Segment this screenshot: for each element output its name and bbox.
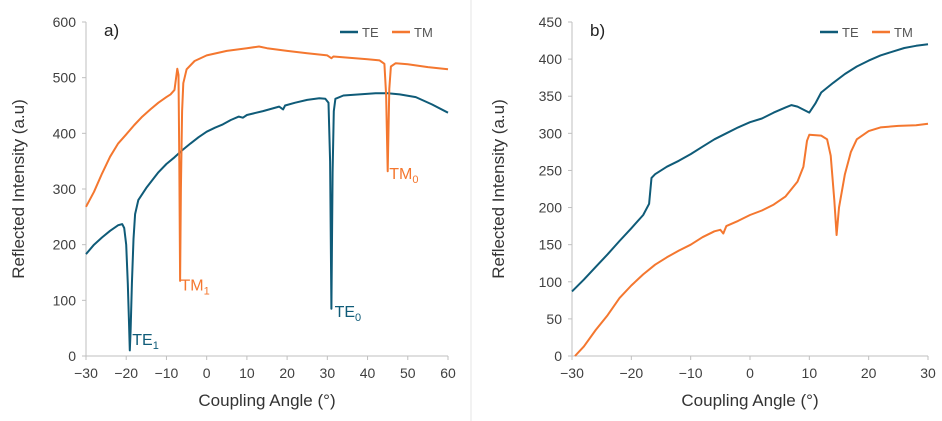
y-tick-label: 400 <box>53 125 77 141</box>
y-tick-label: 250 <box>539 162 563 178</box>
y-tick-label: 300 <box>53 181 77 197</box>
x-tick-label: −30 <box>560 365 584 381</box>
chart-panel-a: 0 100 200 300 400 500 600 −30 −20 −10 0 10 20 30 40 50 6… <box>9 14 456 410</box>
legend-item-te: TE <box>340 25 379 40</box>
legend-item-tm: TM <box>392 25 433 40</box>
y-tick-label: 150 <box>539 237 563 253</box>
x-axis-title: Coupling Angle (°) <box>198 391 335 410</box>
x-tick-label: 10 <box>239 365 255 381</box>
x-tick-label: 30 <box>320 365 336 381</box>
x-tick-label: 10 <box>802 365 818 381</box>
legend-label: TE <box>362 25 379 40</box>
x-tick-label: 20 <box>861 365 877 381</box>
y-tick-label: 600 <box>53 14 77 30</box>
x-tick-label: −10 <box>155 365 179 381</box>
x-tick-label: −20 <box>619 365 643 381</box>
y-tick-label: 0 <box>68 348 76 364</box>
annotation-te1: TE1 <box>132 332 159 352</box>
legend-label: TE <box>842 25 859 40</box>
legend-label: TM <box>894 25 913 40</box>
y-axis-title: Reflected Intensity (a.u) <box>9 99 28 279</box>
legend-label: TM <box>414 25 433 40</box>
y-tick-label: 100 <box>53 292 77 308</box>
x-tick-label: −20 <box>114 365 138 381</box>
y-axis-title: Reflected Intensity (a.u) <box>489 99 508 279</box>
legend-item-te: TE <box>820 25 859 40</box>
x-tick-label: 60 <box>440 365 456 381</box>
series-line-te <box>85 92 449 352</box>
series-line-tm <box>85 45 449 282</box>
y-tick-label: 0 <box>554 348 562 364</box>
panel-label: b) <box>590 21 605 40</box>
x-tick-label: 0 <box>746 365 754 381</box>
y-tick-label: 450 <box>539 14 563 30</box>
y-tick-label: 500 <box>53 70 77 86</box>
y-tick-label: 400 <box>539 51 563 67</box>
x-tick-label: 50 <box>400 365 416 381</box>
annotation-tm0: TM0 <box>389 166 418 186</box>
y-tick-label: 200 <box>539 200 563 216</box>
series-line-tm <box>574 122 929 357</box>
y-tick-label: 50 <box>546 311 562 327</box>
legend-item-tm: TM <box>872 25 913 40</box>
x-tick-label: 20 <box>279 365 295 381</box>
y-tick-label: 300 <box>539 125 563 141</box>
y-tick-label: 200 <box>53 237 77 253</box>
x-axis-title: Coupling Angle (°) <box>681 391 818 410</box>
x-tick-label: −30 <box>74 365 98 381</box>
y-tick-label: 350 <box>539 88 563 104</box>
x-tick-label: 40 <box>360 365 376 381</box>
x-tick-label: 30 <box>920 365 936 381</box>
panel-label: a) <box>104 21 119 40</box>
x-tick-label: 0 <box>203 365 211 381</box>
series-line-te <box>571 43 929 293</box>
y-tick-label: 100 <box>539 274 563 290</box>
x-tick-label: −10 <box>679 365 703 381</box>
annotation-tm1: TM1 <box>181 277 210 297</box>
chart-panel-b: 0 50 100 150 200 250 300 350 400 450 −30 −20 −10 0 10 2… <box>489 14 936 410</box>
annotation-te0: TE0 <box>335 304 362 324</box>
